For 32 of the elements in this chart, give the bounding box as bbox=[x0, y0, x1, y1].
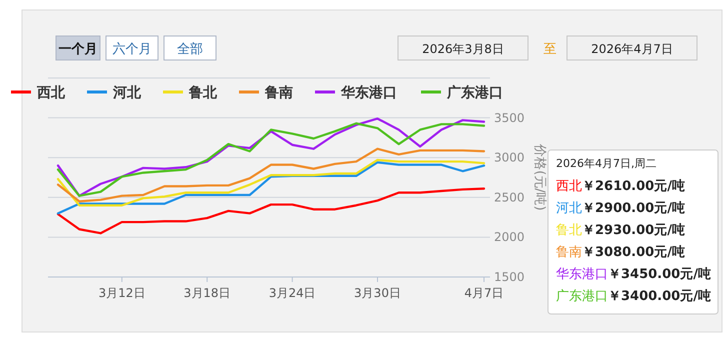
y-axis-title: 价格(元/吨) bbox=[532, 143, 547, 211]
range-buttons: 一个月 六个月 全部 bbox=[56, 36, 216, 60]
x-tick-label: 3月30日 bbox=[354, 286, 401, 300]
x-tick-label: 4月7日 bbox=[464, 286, 504, 300]
y-tick-label: 2500 bbox=[494, 190, 525, 204]
x-tick-label: 3月24日 bbox=[268, 286, 316, 300]
line-series bbox=[56, 148, 486, 202]
text: 广东港口￥3400.00元/吨 bbox=[556, 289, 711, 304]
legend-label: 华东港口 bbox=[340, 84, 397, 101]
legend-label: 鲁北 bbox=[188, 85, 218, 101]
legend-label: 西北 bbox=[36, 85, 66, 101]
y-tick-label: 3000 bbox=[494, 150, 525, 165]
line-series bbox=[56, 158, 486, 206]
y-tick-label: 2000 bbox=[494, 230, 525, 244]
x-tick-label: 3月18日 bbox=[184, 286, 231, 300]
y-tick-label: 3500 bbox=[494, 110, 525, 125]
text: 河北￥2900.00元/吨 bbox=[556, 201, 685, 216]
text: 鲁北￥2930.00元/吨 bbox=[556, 223, 685, 238]
text: 西北￥2610.00元/吨 bbox=[556, 179, 685, 194]
text: 2026年4月7日,周二 bbox=[556, 157, 656, 170]
text: 华东港口￥3450.00元/吨 bbox=[556, 267, 711, 282]
legend-label: 河北 bbox=[112, 85, 142, 101]
y-tick-label: 1500 bbox=[494, 270, 525, 284]
line-series bbox=[56, 188, 486, 234]
line-series bbox=[56, 161, 486, 214]
x-tick-label: 3月12日 bbox=[98, 286, 146, 300]
text: 鲁南￥3080.00元/吨 bbox=[556, 245, 685, 260]
end-date-field: 2026年4月7日 bbox=[566, 36, 698, 60]
start-date-field: 2026年3月8日 bbox=[398, 36, 528, 60]
legend-label: 鲁南 bbox=[264, 85, 293, 101]
legend-label: 广东港口 bbox=[446, 84, 503, 101]
text: 至 bbox=[544, 42, 556, 57]
